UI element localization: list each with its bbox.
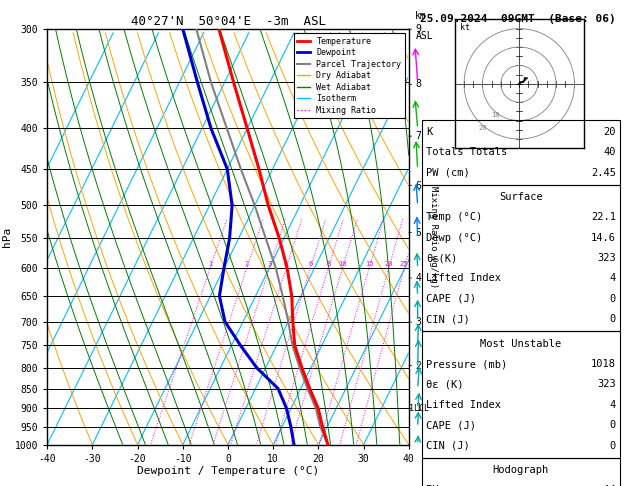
Text: Surface: Surface	[499, 192, 543, 202]
Text: Hodograph: Hodograph	[493, 465, 549, 475]
Text: 2: 2	[415, 361, 421, 370]
Text: 2: 2	[245, 261, 249, 267]
Text: CAPE (J): CAPE (J)	[426, 420, 476, 430]
Legend: Temperature, Dewpoint, Parcel Trajectory, Dry Adiabat, Wet Adiabat, Isotherm, Mi: Temperature, Dewpoint, Parcel Trajectory…	[294, 34, 404, 118]
Text: 14.6: 14.6	[591, 233, 616, 243]
Text: 1LCL: 1LCL	[409, 404, 429, 413]
Text: 4: 4	[284, 261, 288, 267]
Text: Pressure (mb): Pressure (mb)	[426, 359, 507, 369]
Text: 0: 0	[610, 420, 616, 430]
Text: 6: 6	[308, 261, 313, 267]
Text: CIN (J): CIN (J)	[426, 441, 470, 451]
Text: 323: 323	[597, 380, 616, 389]
Text: θε (K): θε (K)	[426, 380, 464, 389]
Text: 1: 1	[415, 403, 421, 413]
Text: 20: 20	[479, 125, 487, 131]
Text: 8: 8	[415, 79, 421, 89]
Text: 25.09.2024  09GMT  (Base: 06): 25.09.2024 09GMT (Base: 06)	[420, 14, 616, 24]
Title: 40°27'N  50°04'E  -3m  ASL: 40°27'N 50°04'E -3m ASL	[130, 15, 326, 28]
Text: Mixing Ratio (g/kg): Mixing Ratio (g/kg)	[429, 186, 438, 288]
Text: Temp (°C): Temp (°C)	[426, 212, 482, 222]
Text: 10: 10	[338, 261, 347, 267]
Text: PW (cm): PW (cm)	[426, 168, 470, 177]
Text: CIN (J): CIN (J)	[426, 314, 470, 324]
Text: 22.1: 22.1	[591, 212, 616, 222]
Text: 0: 0	[610, 441, 616, 451]
X-axis label: Dewpoint / Temperature (°C): Dewpoint / Temperature (°C)	[137, 467, 319, 476]
Text: 1018: 1018	[591, 359, 616, 369]
Text: 5: 5	[415, 227, 421, 238]
Text: 4: 4	[610, 274, 616, 283]
Text: Most Unstable: Most Unstable	[480, 339, 562, 348]
Text: K: K	[426, 127, 432, 137]
Text: Totals Totals: Totals Totals	[426, 147, 507, 157]
Text: θε(K): θε(K)	[426, 253, 457, 263]
Text: 9: 9	[415, 24, 421, 34]
Text: 20: 20	[603, 127, 616, 137]
Text: ASL: ASL	[415, 31, 433, 41]
Text: 7: 7	[415, 131, 421, 141]
Text: CAPE (J): CAPE (J)	[426, 294, 476, 304]
Y-axis label: hPa: hPa	[2, 227, 12, 247]
Text: km: km	[415, 11, 427, 21]
Text: 8: 8	[326, 261, 330, 267]
Text: 0: 0	[610, 314, 616, 324]
Text: 4: 4	[610, 400, 616, 410]
Text: 1: 1	[208, 261, 212, 267]
Text: 323: 323	[597, 253, 616, 263]
Text: 0: 0	[610, 294, 616, 304]
Text: 20: 20	[384, 261, 393, 267]
Text: 2.45: 2.45	[591, 168, 616, 177]
Text: 15: 15	[365, 261, 374, 267]
Text: Lifted Index: Lifted Index	[426, 400, 501, 410]
Text: Dewp (°C): Dewp (°C)	[426, 233, 482, 243]
Text: kt: kt	[460, 23, 470, 33]
Text: 4: 4	[415, 273, 421, 283]
Text: 3: 3	[267, 261, 272, 267]
Text: 10: 10	[492, 112, 500, 118]
Text: 25: 25	[400, 261, 408, 267]
Text: 40: 40	[603, 147, 616, 157]
Text: Lifted Index: Lifted Index	[426, 274, 501, 283]
Text: 6: 6	[415, 181, 421, 191]
Text: 3: 3	[415, 317, 421, 327]
